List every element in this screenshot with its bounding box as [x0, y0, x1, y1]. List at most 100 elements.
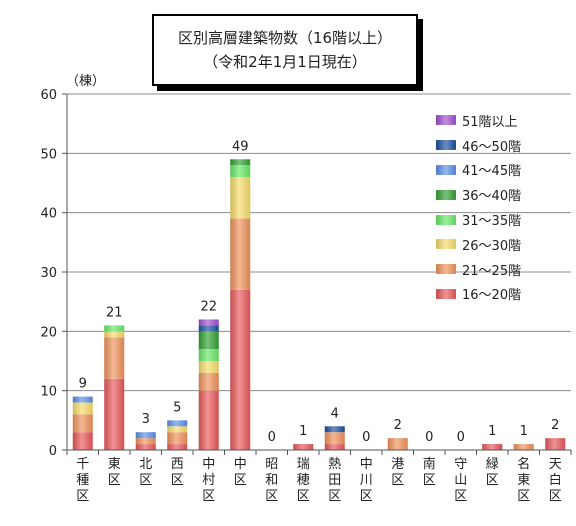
bar-segment — [135, 432, 156, 439]
total-label: 5 — [173, 400, 181, 415]
total-label: 0 — [457, 430, 465, 445]
x-tick-label: 熱田区 — [328, 457, 341, 504]
x-tick-label: 西区 — [171, 457, 184, 488]
bar-segment — [104, 337, 125, 379]
y-tick-label: 50 — [40, 147, 57, 162]
legend-swatch — [436, 239, 456, 250]
bar-segment — [198, 390, 219, 450]
legend-item: 46～50階 — [436, 133, 521, 158]
legend-label: 21～25階 — [462, 263, 522, 279]
x-tick-label: 北区 — [139, 457, 152, 488]
bar-segment — [104, 378, 125, 450]
bar-segment — [230, 165, 251, 178]
legend-swatch — [436, 214, 456, 225]
total-label: 1 — [488, 424, 496, 439]
legend-swatch — [436, 115, 456, 126]
y-tick-label: 10 — [40, 385, 57, 400]
total-label: 1 — [520, 424, 528, 439]
bar-segment — [135, 444, 156, 450]
legend-swatch — [436, 164, 456, 175]
legend-swatch — [436, 189, 456, 200]
legend-swatch — [436, 288, 456, 299]
y-axis-label: （棟） — [66, 74, 106, 89]
x-tick-label: 守山区 — [454, 457, 467, 504]
bar-segment — [198, 319, 219, 326]
legend-item: 31～35階 — [436, 207, 521, 232]
y-tick-label: 20 — [40, 325, 57, 340]
legend-label: 51階以上 — [462, 114, 518, 130]
bar-segment — [72, 414, 93, 433]
total-label: 49 — [232, 139, 249, 154]
bar-segment — [293, 444, 314, 450]
bar-segment — [230, 289, 251, 450]
x-tick-label: 千種区 — [76, 457, 89, 504]
bar-segment — [230, 159, 251, 166]
y-tick-label: 30 — [40, 266, 57, 281]
bar-segment — [230, 218, 251, 290]
total-label: 0 — [268, 430, 276, 445]
legend-label: 31～35階 — [462, 214, 522, 230]
bar-segment — [513, 444, 534, 450]
bar-segment — [72, 396, 93, 403]
legend-label: 26～30階 — [462, 238, 522, 254]
bar-segment — [324, 444, 345, 450]
total-label: 1 — [299, 424, 307, 439]
bar-segment — [135, 438, 156, 445]
bar-segment — [387, 438, 408, 450]
legend: 51階以上 46～50階 41～45階 36～40階 31～35階 26～30階 21～25… — [436, 108, 521, 306]
bar-segment — [545, 438, 566, 450]
bar-segment — [198, 325, 219, 332]
legend-swatch — [436, 140, 456, 151]
bar-segment — [198, 349, 219, 361]
x-tick-label: 中区 — [234, 457, 247, 488]
x-tick-label: 中川区 — [360, 457, 373, 504]
total-label: 0 — [425, 430, 433, 445]
legend-item: 41～45階 — [436, 158, 521, 183]
legend-item: 16～20階 — [436, 282, 521, 307]
bar-segment — [167, 426, 188, 433]
bar-segment — [482, 444, 503, 450]
total-label: 3 — [142, 412, 150, 427]
legend-item: 51階以上 — [436, 108, 521, 133]
total-label: 21 — [106, 305, 123, 320]
bar-segment — [104, 325, 125, 332]
chart-subtitle: （令和2年1月1日現在） — [203, 53, 367, 71]
y-tick-label: 60 — [40, 88, 57, 103]
total-label: 9 — [79, 377, 87, 392]
x-tick-label: 南区 — [423, 456, 436, 488]
x-tick-label: 港区 — [391, 457, 404, 488]
bar-segment — [324, 432, 345, 445]
total-label: 22 — [200, 299, 217, 314]
legend-label: 36～40階 — [462, 189, 522, 205]
x-tick-label: 緑区 — [486, 457, 499, 488]
bar-segment — [72, 432, 93, 450]
bar-segment — [230, 177, 251, 219]
chart-title-box: 区別高層建築物数（16階以上） （令和2年1月1日現在） — [152, 14, 418, 86]
legend-swatch — [436, 264, 456, 275]
bar-segment — [167, 420, 188, 427]
total-label: 2 — [394, 418, 402, 433]
total-label: 2 — [551, 418, 559, 433]
x-tick-label: 天白区 — [549, 457, 562, 504]
legend-label: 46～50階 — [462, 139, 522, 155]
y-tick-label: 0 — [49, 444, 57, 459]
legend-item: 21～25階 — [436, 257, 521, 282]
legend-item: 36～40階 — [436, 182, 521, 207]
y-tick-label: 40 — [40, 207, 57, 222]
legend-label: 41～45階 — [462, 164, 522, 180]
legend-item: 26～30階 — [436, 232, 521, 257]
total-label: 0 — [362, 430, 370, 445]
bar-segment — [198, 331, 219, 350]
bar-segment — [167, 432, 188, 445]
chart-title: 区別高層建築物数（16階以上） — [177, 29, 393, 47]
x-tick-label: 中村区 — [202, 457, 215, 504]
bar-segment — [198, 361, 219, 373]
x-tick-label: 名東区 — [517, 456, 530, 504]
bar-segment — [198, 372, 219, 391]
bar-segment — [72, 402, 93, 415]
total-label: 4 — [331, 406, 339, 421]
bar-segment — [104, 331, 125, 338]
x-tick-label: 東区 — [108, 456, 121, 488]
bar-segment — [167, 444, 188, 450]
